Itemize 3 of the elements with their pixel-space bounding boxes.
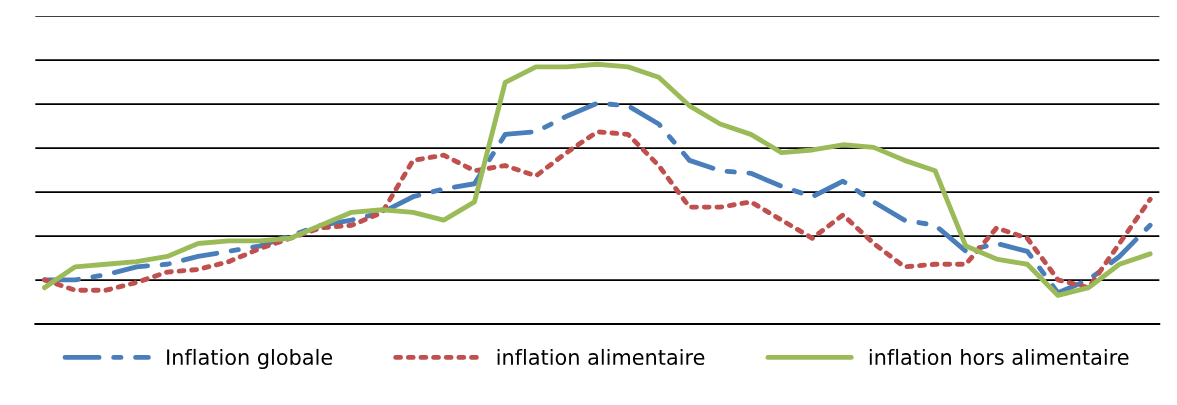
legend-label: Inflation globale: [167, 348, 333, 370]
legend-label: inflation alimentaire: [497, 348, 705, 366]
legend-label: inflation hors alimentaire: [869, 348, 1129, 366]
